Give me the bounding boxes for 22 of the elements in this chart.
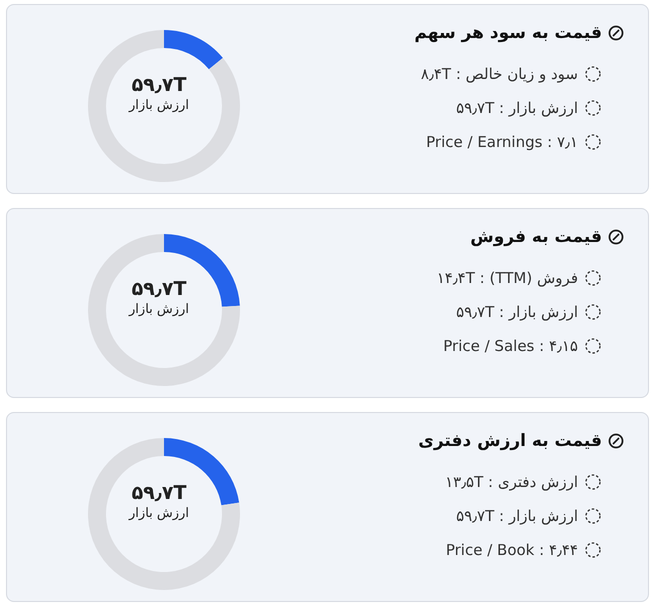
text: ارزش بازار : ۵۹٫۷T bbox=[456, 303, 578, 321]
text: قیمت به فروش bbox=[470, 227, 602, 247]
text: قیمت به سود هر سهم bbox=[414, 23, 602, 43]
text: Price / Sales : ۴٫۱۵ bbox=[443, 337, 578, 355]
donut-slice bbox=[88, 234, 240, 386]
donut-slice bbox=[88, 438, 240, 590]
text: ارزش بازار bbox=[128, 301, 190, 319]
donut-slice bbox=[88, 30, 240, 182]
text: فروش (TTM) : ۱۴٫۴T bbox=[436, 269, 578, 287]
text: Price / Earnings : ۷٫۱ bbox=[426, 133, 578, 151]
text: ارزش بازار : ۵۹٫۷T bbox=[456, 507, 578, 525]
text: قیمت به ارزش دفتری bbox=[418, 431, 602, 451]
text: ارزش دفتری : ۱۳٫۵T bbox=[445, 473, 578, 491]
text: ۵۹٫۷T bbox=[130, 481, 188, 505]
text: ارزش بازار bbox=[128, 97, 190, 115]
text: سود و زیان خالص : ۸٫۴T bbox=[420, 65, 578, 83]
text: ارزش بازار bbox=[128, 505, 190, 523]
text: ۵۹٫۷T bbox=[130, 277, 188, 301]
text: ارزش بازار : ۵۹٫۷T bbox=[456, 99, 578, 117]
donut-slice bbox=[164, 30, 223, 70]
text: ۵۹٫۷T bbox=[130, 73, 188, 97]
text: Price / Book : ۴٫۴۴ bbox=[446, 541, 578, 559]
